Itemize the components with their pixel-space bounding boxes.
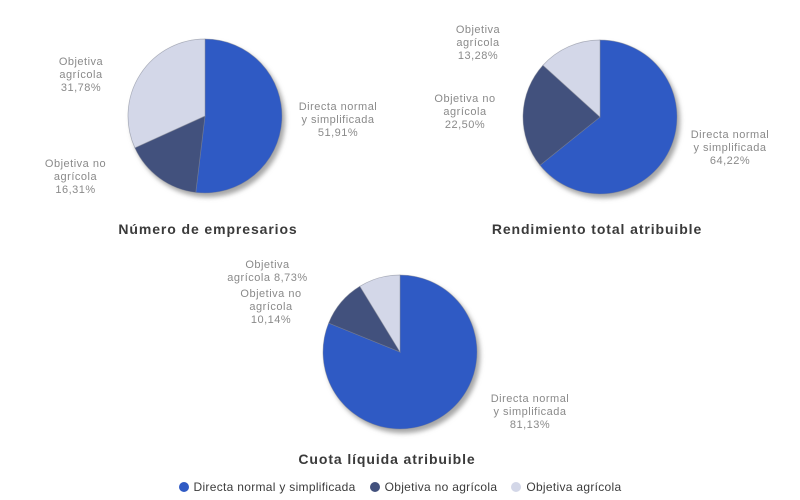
legend-item-objetiva-agricola: Objetiva agrícola <box>511 480 621 494</box>
legend-item-directa: Directa normal y simplificada <box>178 480 356 494</box>
legend-label-objetiva-no-agricola: Objetiva no agrícola <box>384 480 498 494</box>
pie-numero-de-empresarios <box>127 38 283 194</box>
slice-label-objetiva-agricola: Objetiva agrícola 31,78% <box>58 56 104 94</box>
slice-label-directa: Directa normal y simplificada 51,91% <box>298 101 378 139</box>
legend-swatch-directa-icon <box>178 482 189 492</box>
chart-title-rendimiento-total: Rendimiento total atribuible <box>491 221 703 237</box>
slice-label-directa: Directa normal y simplificada 81,13% <box>490 393 570 431</box>
slice-label-objetiva-no-agricola: Objetiva no agrícola 10,14% <box>240 288 302 326</box>
pie-cuota-liquida <box>322 274 478 430</box>
slice-label-directa: Directa normal y simplificada 64,22% <box>690 129 770 167</box>
slice-label-objetiva-agricola: Objetiva agrícola 13,28% <box>455 24 501 62</box>
legend-swatch-objetiva-no-agricola-icon <box>369 482 380 492</box>
legend-label-objetiva-agricola: Objetiva agrícola <box>526 480 622 494</box>
legend: Directa normal y simplificada Objetiva n… <box>0 478 800 496</box>
pie-rendimiento-total <box>522 39 678 195</box>
chart-title-cuota-liquida: Cuota líquida atribuible <box>298 451 476 467</box>
legend-item-objetiva-no-agricola: Objetiva no agrícola <box>369 480 498 494</box>
slice-label-objetiva-no-agricola: Objetiva no agrícola 16,31% <box>44 158 107 196</box>
legend-label-directa: Directa normal y simplificada <box>193 480 356 494</box>
chart-title-numero-de-empresarios: Número de empresarios <box>118 221 298 237</box>
legend-swatch-objetiva-agricola-icon <box>511 482 522 492</box>
slice-label-objetiva-no-agricola: Objetiva no agrícola 22,50% <box>434 93 496 131</box>
